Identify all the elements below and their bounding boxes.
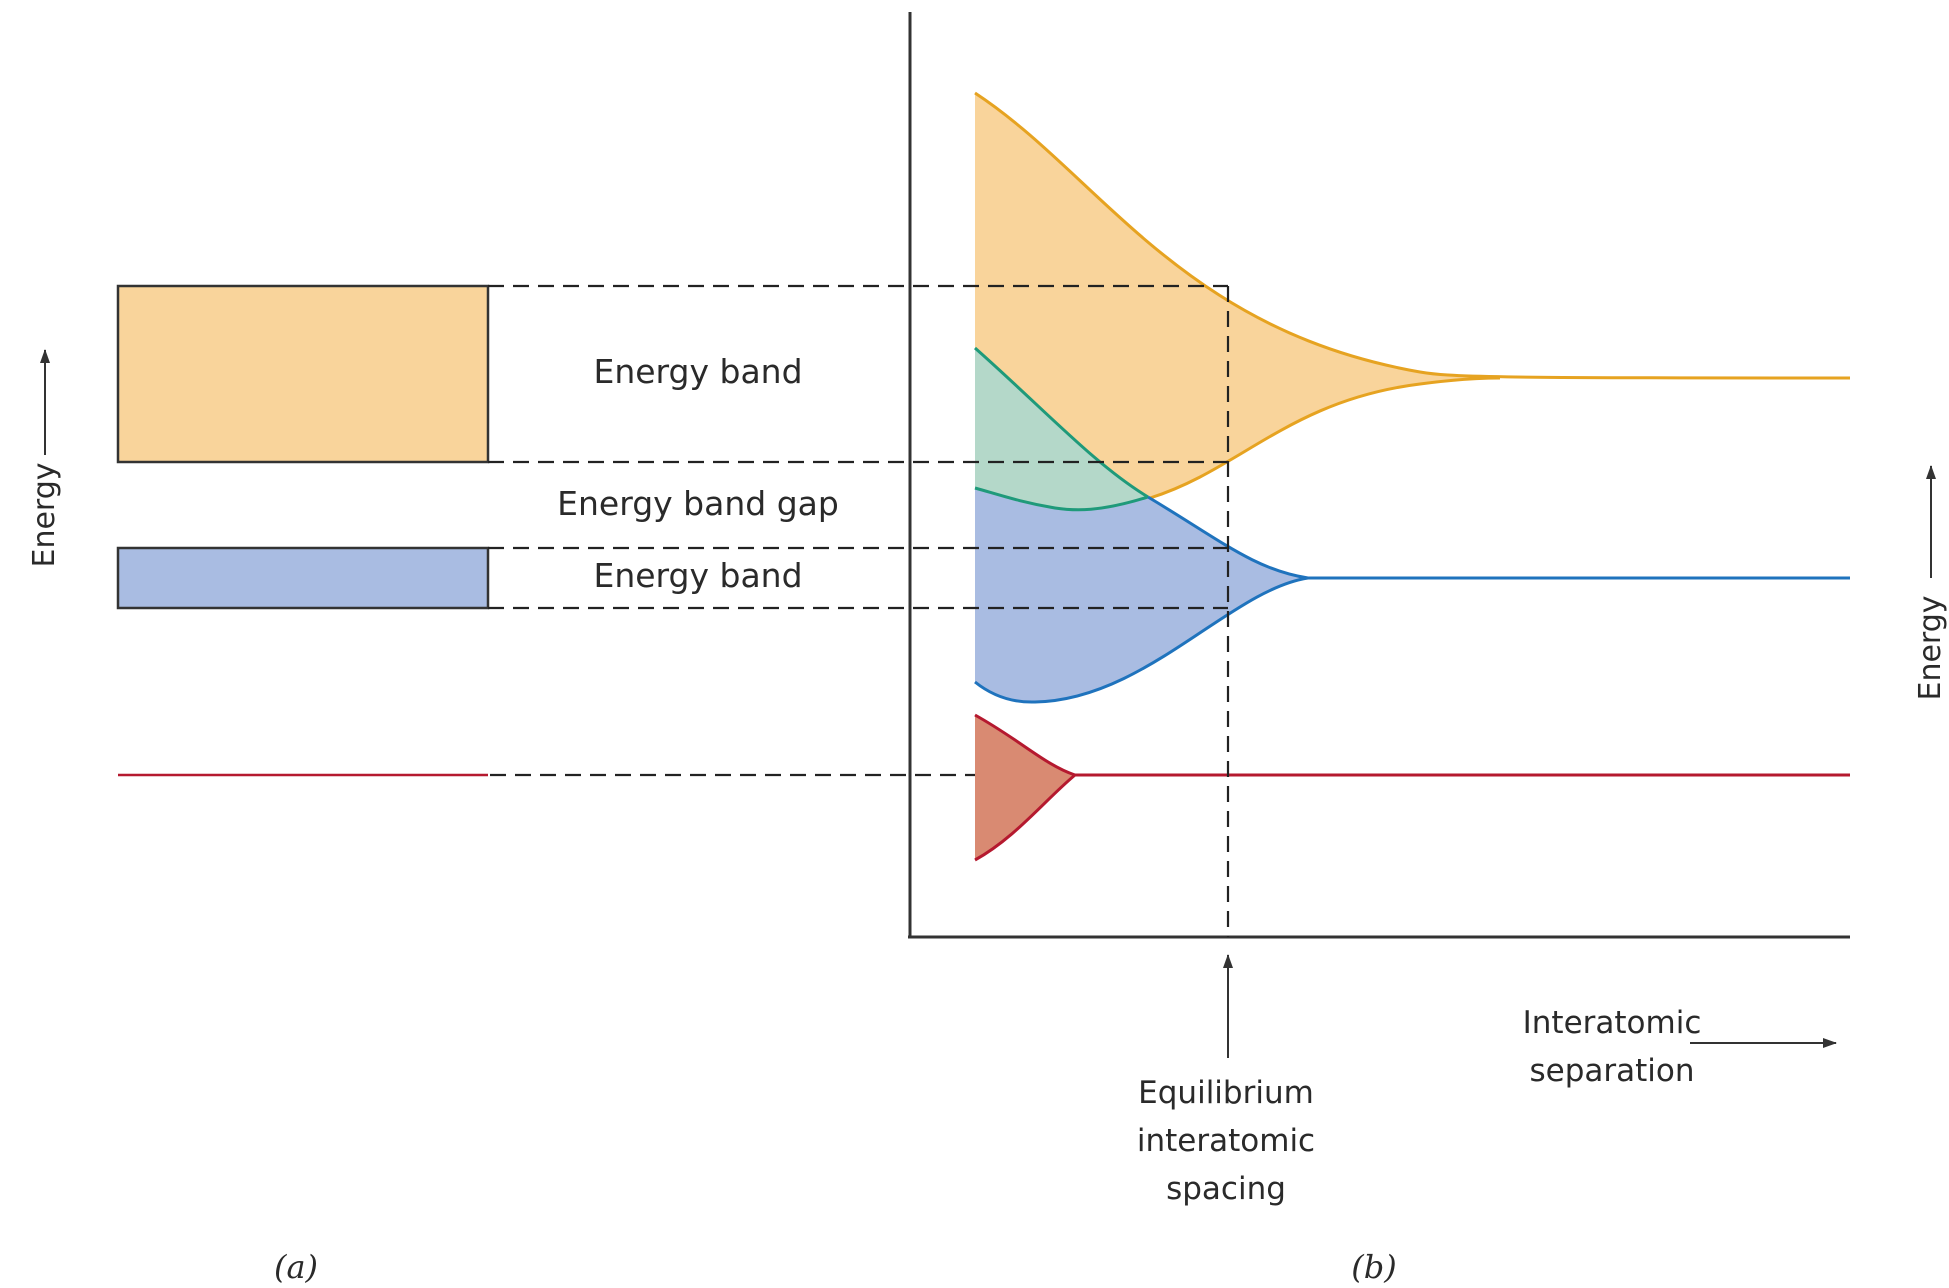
energy-axis-left: Energy [27, 349, 62, 568]
energy-axis-right: Energy [1913, 465, 1948, 701]
energy-band-gap-label: Energy band gap [557, 484, 839, 523]
upper-band-top-curve [974, 91, 1851, 380]
panel-a: Energy band Energy band gap Energy band … [27, 284, 839, 777]
energy-label-left: Energy [27, 462, 62, 567]
core-band-bottom-curve [974, 773, 1076, 862]
lower-band-region [975, 488, 1308, 703]
separation-annotation: Interatomic separation [1523, 1005, 1837, 1089]
energy-band-lower-label: Energy band [593, 556, 802, 595]
panel-b [908, 12, 1851, 939]
upper-band-bottom-curve [1149, 376, 1501, 500]
separation-label-line1: Interatomic [1523, 1005, 1702, 1041]
energy-label-right: Energy [1913, 595, 1948, 700]
lower-energy-band-box [116, 546, 490, 610]
equilibrium-label-line2: interatomic [1137, 1123, 1315, 1159]
lower-band-top-curve-overlap [974, 346, 1149, 499]
separation-label-line2: separation [1529, 1053, 1694, 1089]
lower-band-bottom-curve [974, 576, 1309, 704]
energy-band-upper-label: Energy band [593, 352, 802, 391]
upper-energy-band-box [116, 284, 490, 464]
equilibrium-annotation: Equilibrium interatomic spacing [1137, 954, 1315, 1207]
core-band-region [975, 715, 1075, 860]
equilibrium-label-line1: Equilibrium [1138, 1075, 1314, 1111]
caption-b: (b) [1351, 1248, 1396, 1286]
upper-band-region [975, 93, 1495, 498]
dashed-guides [488, 284, 1230, 937]
lower-band-top-curve [1147, 495, 1850, 580]
core-band-top-curve [974, 713, 1850, 777]
upper-band-bottom-curve-overlap [974, 486, 1149, 512]
equilibrium-label-line3: spacing [1166, 1171, 1286, 1207]
caption-a: (a) [274, 1248, 318, 1286]
